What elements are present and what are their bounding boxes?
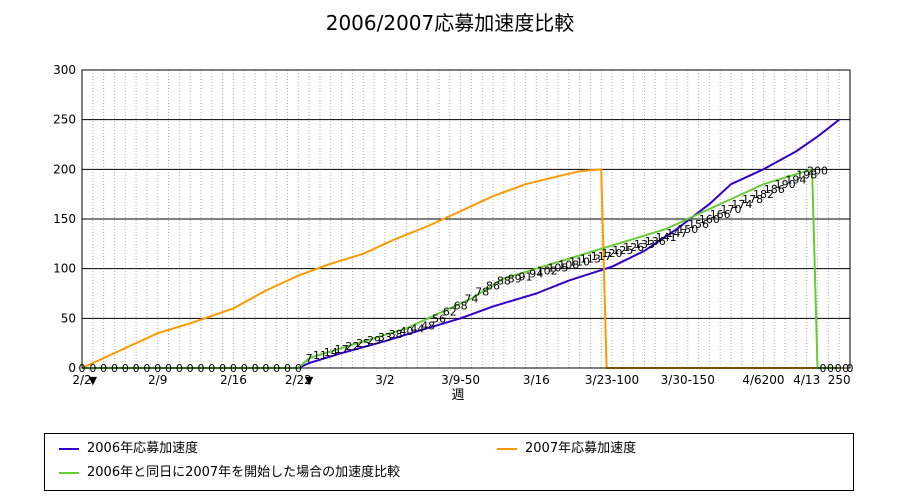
y-tick-labels: 0 50 100 150 200 250 300 xyxy=(53,63,76,375)
data-label: 160 xyxy=(699,213,720,226)
plot-area xyxy=(81,69,851,369)
x-tick-label: 2/16 xyxy=(220,373,247,387)
data-label: 88 xyxy=(497,275,511,288)
data-label: 113 xyxy=(580,253,601,266)
x-tick-label: 4/13 xyxy=(793,373,820,387)
data-label: 14 xyxy=(324,346,338,359)
x-marker: ▼ xyxy=(305,374,314,387)
data-label: 68 xyxy=(454,299,468,312)
data-label: 166 xyxy=(710,208,731,221)
legend-label-2007: 2007年応募加速度 xyxy=(525,441,637,456)
series-line-1 xyxy=(81,168,840,369)
data-label: 150 xyxy=(677,223,698,236)
data-label: 29 xyxy=(367,334,381,347)
y-tick-label: 100 xyxy=(53,262,76,276)
data-label: 22 xyxy=(345,340,359,353)
grid xyxy=(81,69,851,369)
legend-swatch-comparison xyxy=(59,472,79,474)
y-tick-label: 0 xyxy=(68,361,76,375)
data-label: 125 xyxy=(612,244,633,257)
x-tick-label: 250 xyxy=(828,373,851,387)
series-line-0 xyxy=(82,118,840,369)
x-tick-label: 2/9 xyxy=(148,373,167,387)
chart-title: 2006/2007応募加速度比較 xyxy=(326,11,575,35)
data-label: 56 xyxy=(432,312,446,325)
y-tick-label: 50 xyxy=(61,311,76,325)
legend-swatch-2007 xyxy=(497,448,517,450)
legend-label-comparison: 2006年と同日に2007年を開始した場合の加速度比較 xyxy=(87,465,401,480)
x-tick-label: 3/9-50 xyxy=(441,373,480,387)
y-tick-label: 250 xyxy=(53,113,76,127)
data-label: 200 xyxy=(807,164,828,177)
x-tick-label: 4/6200 xyxy=(742,373,784,387)
data-label: 108 xyxy=(558,259,579,272)
y-tick-label: 150 xyxy=(53,212,76,226)
data-label: 120 xyxy=(602,247,623,260)
data-label: 89 xyxy=(508,273,522,286)
data-label: 133 xyxy=(634,238,655,251)
legend-label-2006: 2006年応募加速度 xyxy=(87,441,199,456)
legend-swatch-2006 xyxy=(59,448,79,450)
data-label: 147 xyxy=(666,227,687,240)
data-label: 62 xyxy=(443,305,457,318)
x-markers: ▼ ▼ xyxy=(89,374,314,387)
data-label: 11 xyxy=(313,349,327,362)
data-label: 7 xyxy=(306,352,313,365)
data-label: 178 xyxy=(742,193,763,206)
data-label: 170 xyxy=(721,203,742,216)
data-label: 186 xyxy=(764,183,785,196)
data-label: 102 xyxy=(537,265,558,278)
x-tick-label: 3/30-150 xyxy=(661,373,715,387)
data-label: 198 xyxy=(796,168,817,181)
data-label: 105 xyxy=(547,262,568,275)
data-label: 25 xyxy=(356,337,370,350)
data-label: 117 xyxy=(591,250,612,263)
data-label: 174 xyxy=(731,198,752,211)
data-label: 40 xyxy=(400,325,414,338)
data-label: 91 xyxy=(518,271,532,284)
series-line-2 xyxy=(82,168,840,369)
data-label: 141 xyxy=(656,231,677,244)
x-tick-label: 3/23-100 xyxy=(585,373,639,387)
x-tick-label: 2/2 xyxy=(72,373,91,387)
y-tick-label: 200 xyxy=(53,162,76,176)
data-label: 126 xyxy=(623,241,644,254)
data-label: 38 xyxy=(389,328,403,341)
x-tick-label: 2/22 xyxy=(285,373,312,387)
x-marker: ▼ xyxy=(89,374,98,387)
data-label: 136 xyxy=(645,235,666,248)
x-tick-labels: 2/2 2/9 2/16 2/22 3/2 3/9-50 3/16 3/23-100 3/30-… xyxy=(72,373,850,387)
data-label: 194 xyxy=(785,173,806,186)
series-lines xyxy=(81,118,840,369)
y-tick-label: 300 xyxy=(53,63,76,77)
x-tick-label: 3/16 xyxy=(523,373,550,387)
data-label: 44 xyxy=(410,322,424,335)
data-label: 74 xyxy=(464,292,478,305)
data-label: 110 xyxy=(569,256,590,269)
data-label: 78 xyxy=(475,286,489,299)
legend: 2006年応募加速度 2007年応募加速度 2006年と同日に2007年を開始し… xyxy=(44,433,854,491)
data-label: 190 xyxy=(775,178,796,191)
data-label: 86 xyxy=(486,280,500,293)
data-label: 48 xyxy=(421,319,435,332)
x-axis-label: 週 xyxy=(451,388,464,403)
data-label: 94 xyxy=(529,268,543,281)
data-label: 156 xyxy=(688,218,709,231)
x-tick-label: 3/2 xyxy=(375,373,394,387)
data-label: 33 xyxy=(378,331,392,344)
data-label: 17 xyxy=(335,343,349,356)
data-label: 182 xyxy=(753,188,774,201)
